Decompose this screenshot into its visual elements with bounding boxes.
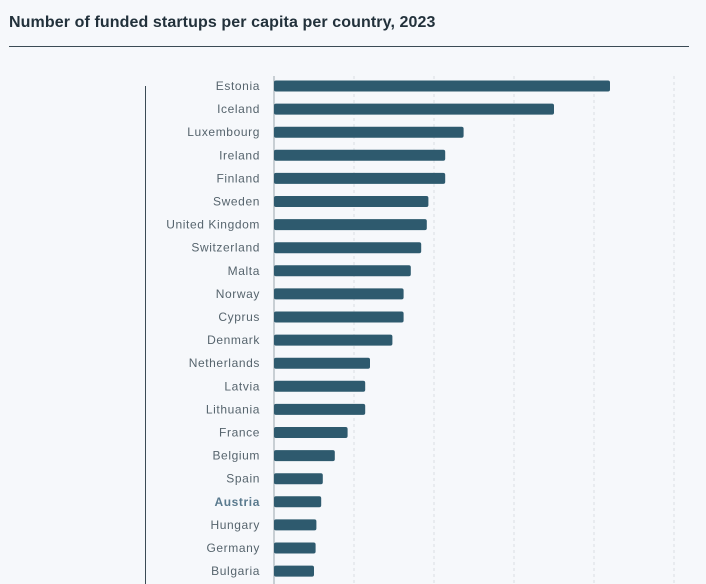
category-label: Luxembourg	[187, 125, 260, 139]
category-label: Austria	[214, 495, 260, 509]
left-axis-line	[145, 86, 146, 584]
bar[interactable]	[274, 149, 446, 161]
category-label: Hungary	[210, 518, 260, 532]
category-label: Germany	[206, 541, 260, 555]
category-label: Bulgaria	[211, 564, 260, 578]
bar[interactable]	[274, 427, 348, 438]
category-label: Belgium	[212, 449, 260, 463]
category-label: Latvia	[224, 379, 260, 393]
bar[interactable]	[274, 473, 323, 485]
bar[interactable]	[274, 103, 554, 115]
bar[interactable]	[274, 172, 446, 184]
category-label: Netherlands	[189, 356, 260, 370]
category-label: Finland	[216, 171, 260, 185]
category-label: Cyprus	[218, 310, 260, 324]
chart-title: Number of funded startups per capita per…	[9, 14, 436, 31]
bar[interactable]	[274, 80, 610, 92]
bar[interactable]	[274, 196, 429, 207]
bar[interactable]	[274, 126, 464, 138]
category-label: Estonia	[216, 79, 260, 93]
category-label: Malta	[228, 264, 260, 278]
bar[interactable]	[274, 565, 314, 577]
category-label: Spain	[226, 472, 260, 486]
bar[interactable]	[274, 219, 427, 231]
bar[interactable]	[274, 311, 404, 323]
category-label: Ireland	[219, 148, 260, 162]
category-label: Denmark	[207, 333, 260, 347]
category-label: United Kingdom	[166, 218, 260, 232]
bar[interactable]	[274, 265, 411, 277]
bar[interactable]	[274, 357, 370, 369]
category-label: Lithuania	[206, 402, 260, 416]
bar[interactable]	[274, 242, 422, 254]
bar[interactable]	[274, 403, 366, 415]
category-label: Sweden	[213, 195, 260, 209]
bar[interactable]	[274, 334, 393, 346]
bar[interactable]	[274, 542, 316, 554]
title-divider	[9, 46, 689, 47]
category-label: Iceland	[217, 102, 260, 116]
category-label: Norway	[216, 287, 260, 301]
bar[interactable]	[274, 450, 335, 462]
bar[interactable]	[274, 496, 322, 508]
bar[interactable]	[274, 380, 366, 392]
bar[interactable]	[274, 288, 404, 300]
bar[interactable]	[274, 519, 317, 531]
category-label: France	[219, 426, 260, 440]
category-label: Switzerland	[191, 241, 260, 255]
